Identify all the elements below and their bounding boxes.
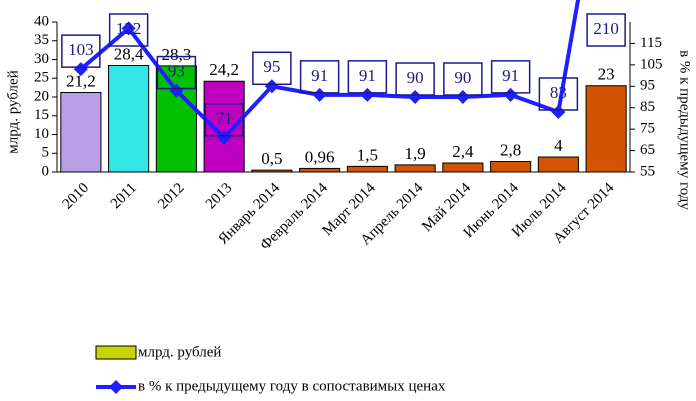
y-axis-title: млрд. рублей bbox=[5, 70, 21, 153]
line-value-label: 83 bbox=[550, 83, 567, 102]
value-label-box bbox=[443, 62, 483, 96]
bar-value-label: 21,2 bbox=[66, 71, 96, 90]
bar-value-label: 0,96 bbox=[305, 147, 335, 166]
bar bbox=[394, 164, 436, 173]
value-label-box bbox=[490, 60, 531, 94]
line-marker bbox=[312, 87, 327, 102]
line-value-label: 91 bbox=[311, 66, 328, 85]
line-marker bbox=[121, 21, 136, 36]
bar-value-label: 4 bbox=[554, 136, 563, 155]
line bbox=[79, 0, 581, 141]
line-marker bbox=[360, 87, 375, 102]
value-label-box bbox=[61, 34, 101, 68]
y2-tick-label: 55 bbox=[640, 163, 655, 179]
legend-label: млрд. рублей bbox=[138, 344, 221, 360]
y-tick-label: 40 bbox=[34, 13, 49, 29]
bar-value-label: 2,4 bbox=[452, 142, 474, 161]
bar-value-label: 1,9 bbox=[405, 144, 426, 163]
line-marker bbox=[169, 83, 184, 98]
value-label-box bbox=[156, 55, 197, 90]
bar bbox=[299, 167, 341, 173]
y-tick-label: 30 bbox=[34, 51, 49, 67]
y-tick-label: 10 bbox=[34, 126, 49, 142]
line-marker bbox=[73, 62, 88, 77]
y-tick-label: 5 bbox=[42, 145, 50, 161]
line-value-label: 90 bbox=[454, 68, 471, 87]
x-tick-label: 2011 bbox=[108, 180, 140, 212]
line-value-label: 93 bbox=[168, 61, 185, 80]
value-label-box bbox=[108, 13, 149, 47]
bar bbox=[537, 156, 579, 173]
legend-swatch bbox=[95, 345, 137, 360]
y2-tick-label: 85 bbox=[640, 99, 655, 115]
line-marker bbox=[264, 79, 279, 94]
bar bbox=[585, 85, 627, 173]
bar bbox=[490, 161, 532, 173]
legend-marker bbox=[109, 380, 123, 394]
line-value-label: 95 bbox=[263, 57, 280, 76]
value-label-box bbox=[395, 62, 435, 96]
value-label-box bbox=[538, 77, 579, 111]
value-label-box bbox=[347, 60, 388, 94]
y2-tick-label: 95 bbox=[640, 78, 655, 94]
y-tick-label: 35 bbox=[34, 32, 49, 48]
line-value-label: 122 bbox=[116, 19, 142, 38]
bar-value-label: 28,3 bbox=[162, 45, 192, 64]
bar bbox=[108, 65, 150, 173]
x-tick-label: 2010 bbox=[60, 180, 93, 213]
bar-value-label: 1,5 bbox=[357, 145, 378, 164]
bar-value-label: 24,2 bbox=[209, 60, 239, 79]
bar bbox=[60, 92, 102, 173]
y2-tick-label: 115 bbox=[640, 35, 662, 51]
x-tick-label: 2012 bbox=[155, 180, 188, 213]
y-tick-label: 0 bbox=[42, 163, 50, 179]
y-tick-label: 25 bbox=[34, 70, 49, 86]
y-tick-label: 15 bbox=[34, 107, 49, 123]
line-marker bbox=[408, 90, 423, 104]
bar-value-label: 23 bbox=[598, 65, 615, 84]
bar bbox=[346, 165, 388, 173]
line-value-label: 210 bbox=[593, 19, 619, 38]
value-label-box bbox=[586, 13, 626, 47]
value-label-box bbox=[252, 51, 292, 86]
value-label-box bbox=[299, 60, 340, 94]
line-value-label: 90 bbox=[407, 68, 424, 87]
line-marker bbox=[217, 130, 232, 145]
y-tick-label: 20 bbox=[34, 88, 49, 104]
y2-tick-label: 65 bbox=[640, 142, 655, 158]
line-value-label: 91 bbox=[502, 66, 519, 85]
bar-value-label: 2,8 bbox=[500, 140, 521, 159]
y2-tick-label: 75 bbox=[640, 121, 655, 137]
bar-value-label: 0,5 bbox=[261, 149, 282, 168]
line-value-label: 103 bbox=[68, 40, 94, 59]
line-marker bbox=[503, 87, 518, 102]
x-tick-label: 2013 bbox=[203, 180, 236, 213]
y2-tick-label: 105 bbox=[640, 56, 663, 72]
bar bbox=[155, 65, 197, 173]
bar bbox=[251, 169, 293, 173]
line-marker bbox=[455, 90, 470, 104]
line-value-label: 91 bbox=[359, 66, 376, 85]
bar-value-label: 28,4 bbox=[114, 44, 144, 63]
legend-label: в % к предыдущему году в сопоставимых це… bbox=[138, 378, 446, 394]
bar bbox=[442, 162, 484, 173]
value-label-box bbox=[204, 102, 244, 137]
y2-axis-title: в % к предыдущему году bbox=[677, 50, 693, 210]
line-value-label: 71 bbox=[216, 109, 233, 128]
line-marker bbox=[551, 105, 566, 119]
